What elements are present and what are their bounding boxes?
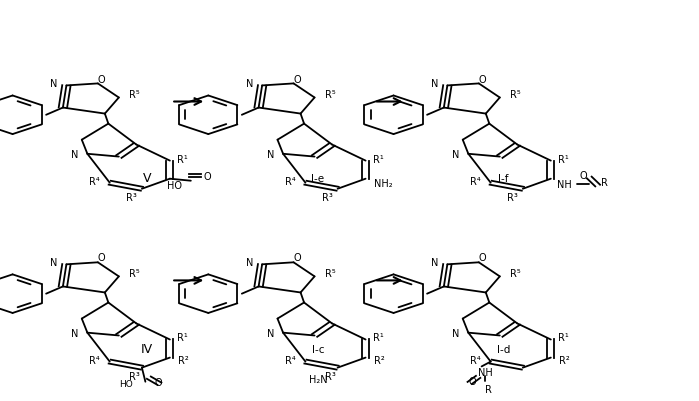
Text: N: N	[246, 79, 253, 89]
Text: O: O	[294, 75, 301, 84]
Text: R¹: R¹	[558, 333, 569, 342]
Text: O: O	[479, 253, 486, 263]
Text: R⁵: R⁵	[129, 90, 140, 100]
Text: R⁵: R⁵	[324, 269, 336, 278]
Text: I-e: I-e	[312, 174, 324, 183]
Text: O: O	[294, 253, 301, 263]
Text: R⁵: R⁵	[129, 269, 140, 278]
Text: O: O	[469, 376, 476, 386]
Text: R³: R³	[129, 372, 140, 381]
Text: O: O	[203, 172, 210, 181]
Text: R²: R²	[374, 355, 385, 365]
Text: R²: R²	[559, 355, 570, 365]
Text: NH₂: NH₂	[374, 178, 392, 188]
Text: NH: NH	[477, 367, 493, 377]
Text: R³: R³	[507, 192, 518, 202]
Text: R¹: R¹	[373, 154, 384, 164]
Text: R⁵: R⁵	[324, 90, 336, 100]
Text: O: O	[98, 75, 105, 84]
Text: R⁴: R⁴	[89, 355, 100, 365]
Text: R⁴: R⁴	[284, 176, 296, 186]
Text: R¹: R¹	[558, 154, 569, 164]
Text: I-d: I-d	[496, 344, 510, 354]
Text: R³: R³	[325, 372, 336, 381]
Text: I-f: I-f	[498, 174, 509, 183]
Text: NH: NH	[557, 179, 572, 189]
Text: R¹: R¹	[373, 333, 384, 342]
Text: R⁵: R⁵	[510, 269, 521, 278]
Text: R³: R³	[322, 192, 333, 202]
Text: N: N	[50, 79, 57, 89]
Text: O: O	[580, 171, 587, 181]
Text: R⁴: R⁴	[284, 355, 296, 365]
Text: I-c: I-c	[312, 344, 324, 354]
Text: R⁴: R⁴	[470, 355, 481, 365]
Text: V: V	[143, 172, 151, 185]
Text: N: N	[267, 150, 274, 159]
Text: O: O	[154, 377, 161, 387]
Text: O: O	[98, 253, 105, 263]
Text: HO: HO	[119, 379, 133, 388]
Text: N: N	[50, 258, 57, 267]
Text: IV: IV	[140, 342, 153, 355]
Text: R: R	[485, 384, 492, 394]
Text: N: N	[246, 258, 253, 267]
Text: HO: HO	[168, 180, 182, 190]
Text: N: N	[431, 258, 438, 267]
Text: R¹: R¹	[177, 154, 188, 164]
Text: N: N	[267, 328, 274, 338]
Text: N: N	[452, 328, 459, 338]
Text: R⁴: R⁴	[89, 176, 100, 186]
Text: R⁴: R⁴	[470, 176, 481, 186]
Text: R⁵: R⁵	[510, 90, 521, 100]
Text: R²: R²	[178, 355, 189, 365]
Text: O: O	[479, 75, 486, 84]
Text: N: N	[452, 150, 459, 159]
Text: H₂N: H₂N	[308, 374, 327, 384]
Text: R: R	[601, 177, 608, 187]
Text: R³: R³	[126, 192, 137, 202]
Text: R¹: R¹	[177, 333, 188, 342]
Text: N: N	[431, 79, 438, 89]
Text: N: N	[71, 150, 78, 159]
Text: N: N	[71, 328, 78, 338]
